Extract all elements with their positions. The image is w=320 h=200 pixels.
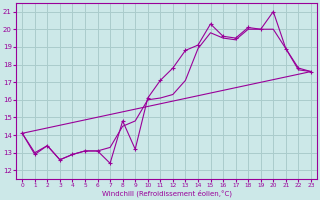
X-axis label: Windchill (Refroidissement éolien,°C): Windchill (Refroidissement éolien,°C) <box>101 190 232 197</box>
